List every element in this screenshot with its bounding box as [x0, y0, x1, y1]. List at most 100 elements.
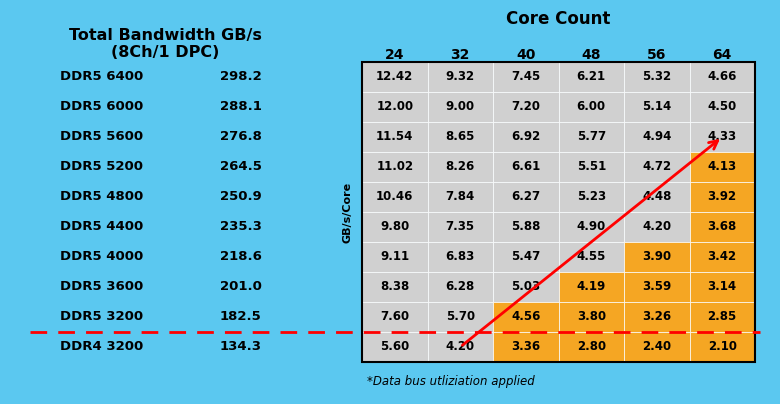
Text: 288.1: 288.1: [220, 101, 262, 114]
Bar: [493, 122, 558, 152]
Bar: [427, 152, 493, 182]
Text: 7.60: 7.60: [380, 311, 410, 324]
Bar: [624, 212, 690, 242]
Text: 4.19: 4.19: [576, 280, 606, 293]
Text: 4.90: 4.90: [576, 221, 606, 234]
Bar: [558, 122, 624, 152]
Text: DDR5 5200: DDR5 5200: [60, 160, 143, 173]
Text: 3.59: 3.59: [642, 280, 672, 293]
Text: 3.14: 3.14: [707, 280, 737, 293]
Text: 11.54: 11.54: [376, 130, 413, 143]
Text: 4.48: 4.48: [642, 191, 672, 204]
Text: 3.68: 3.68: [707, 221, 737, 234]
Bar: [493, 302, 558, 332]
Text: 5.77: 5.77: [576, 130, 606, 143]
Text: 5.14: 5.14: [642, 101, 672, 114]
Bar: [493, 62, 558, 92]
Text: DDR5 3200: DDR5 3200: [60, 311, 143, 324]
Bar: [427, 272, 493, 302]
Text: 64: 64: [713, 48, 732, 62]
Text: 5.47: 5.47: [511, 250, 541, 263]
Bar: [558, 62, 624, 92]
Bar: [690, 152, 755, 182]
Text: 4.33: 4.33: [707, 130, 737, 143]
Text: 3.80: 3.80: [576, 311, 606, 324]
Bar: [493, 182, 558, 212]
Text: 6.83: 6.83: [445, 250, 475, 263]
Bar: [427, 182, 493, 212]
Bar: [493, 242, 558, 272]
Text: 182.5: 182.5: [220, 311, 262, 324]
Bar: [493, 92, 558, 122]
Text: 5.60: 5.60: [380, 341, 410, 354]
Text: 4.13: 4.13: [707, 160, 737, 173]
Text: 250.9: 250.9: [220, 191, 262, 204]
Bar: [362, 62, 755, 362]
Bar: [362, 212, 427, 242]
Text: 9.32: 9.32: [445, 71, 475, 84]
Text: DDR4 3200: DDR4 3200: [60, 341, 144, 354]
Text: 9.00: 9.00: [445, 101, 475, 114]
Text: 7.35: 7.35: [445, 221, 475, 234]
Text: 264.5: 264.5: [220, 160, 262, 173]
Bar: [362, 62, 427, 92]
Text: 3.26: 3.26: [642, 311, 672, 324]
Bar: [690, 182, 755, 212]
Bar: [558, 332, 624, 362]
Text: 4.50: 4.50: [707, 101, 737, 114]
Bar: [362, 242, 427, 272]
Bar: [558, 182, 624, 212]
Text: Total Bandwidth GB/s
(8Ch/1 DPC): Total Bandwidth GB/s (8Ch/1 DPC): [69, 28, 261, 61]
Text: 24: 24: [385, 48, 405, 62]
Text: 9.11: 9.11: [380, 250, 410, 263]
Bar: [624, 92, 690, 122]
Bar: [624, 332, 690, 362]
Bar: [624, 62, 690, 92]
Bar: [362, 302, 427, 332]
Bar: [427, 302, 493, 332]
Text: 298.2: 298.2: [220, 71, 262, 84]
Text: 6.61: 6.61: [511, 160, 541, 173]
Bar: [624, 242, 690, 272]
Text: DDR5 4000: DDR5 4000: [60, 250, 144, 263]
Text: DDR5 6400: DDR5 6400: [60, 71, 144, 84]
Text: 201.0: 201.0: [220, 280, 262, 293]
Text: 40: 40: [516, 48, 535, 62]
Bar: [362, 182, 427, 212]
Bar: [427, 242, 493, 272]
Text: 3.92: 3.92: [707, 191, 737, 204]
Bar: [427, 62, 493, 92]
Text: 5.88: 5.88: [511, 221, 541, 234]
Bar: [624, 122, 690, 152]
Text: 2.10: 2.10: [707, 341, 737, 354]
Text: 2.40: 2.40: [642, 341, 672, 354]
Text: 4.94: 4.94: [642, 130, 672, 143]
Text: 4.20: 4.20: [445, 341, 475, 354]
Bar: [362, 92, 427, 122]
Bar: [493, 332, 558, 362]
Text: GB/s/Core: GB/s/Core: [343, 181, 353, 242]
Bar: [493, 152, 558, 182]
Text: 56: 56: [647, 48, 666, 62]
Bar: [427, 332, 493, 362]
Text: Core Count: Core Count: [506, 10, 611, 28]
Text: 6.28: 6.28: [445, 280, 475, 293]
Bar: [690, 302, 755, 332]
Text: 2.80: 2.80: [576, 341, 606, 354]
Text: 7.45: 7.45: [511, 71, 541, 84]
Text: 4.20: 4.20: [642, 221, 672, 234]
Bar: [493, 272, 558, 302]
Text: 5.51: 5.51: [576, 160, 606, 173]
Text: 5.32: 5.32: [642, 71, 672, 84]
Bar: [690, 272, 755, 302]
Bar: [558, 212, 624, 242]
Text: *Data bus utliziation applied: *Data bus utliziation applied: [367, 375, 535, 389]
Text: DDR5 4400: DDR5 4400: [60, 221, 144, 234]
Bar: [427, 212, 493, 242]
Text: 8.26: 8.26: [445, 160, 475, 173]
Text: DDR5 3600: DDR5 3600: [60, 280, 144, 293]
Text: 4.72: 4.72: [642, 160, 672, 173]
Bar: [362, 122, 427, 152]
Bar: [362, 152, 427, 182]
Text: 6.92: 6.92: [511, 130, 541, 143]
